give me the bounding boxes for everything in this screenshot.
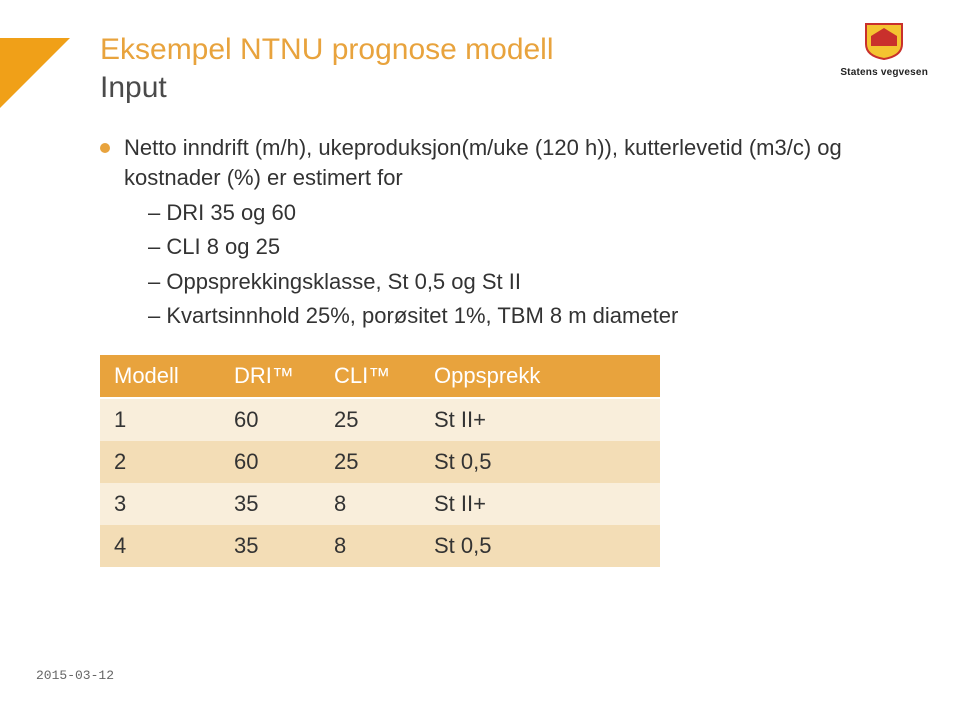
sub-item: CLI 8 og 25 <box>148 230 860 264</box>
header: Eksempel NTNU prognose modell Input <box>0 0 960 115</box>
col-header: Modell <box>100 355 220 398</box>
cell: St 0,5 <box>420 525 660 567</box>
col-header: CLI™ <box>320 355 420 398</box>
cell: 2 <box>100 441 220 483</box>
sub-item: Kvartsinnhold 25%, porøsitet 1%, TBM 8 m… <box>148 299 860 333</box>
bullet-text: Netto inndrift (m/h), ukeproduksjon(m/uk… <box>124 133 860 192</box>
cell: St II+ <box>420 483 660 525</box>
content: Netto inndrift (m/h), ukeproduksjon(m/uk… <box>0 115 960 567</box>
col-header: Oppsprekk <box>420 355 660 398</box>
sub-item: Oppsprekkingsklasse, St 0,5 og St II <box>148 265 860 299</box>
cell: 8 <box>320 483 420 525</box>
cell: 1 <box>100 398 220 441</box>
cell: 25 <box>320 441 420 483</box>
table-row: 3 35 8 St II+ <box>100 483 660 525</box>
bullet-item: Netto inndrift (m/h), ukeproduksjon(m/uk… <box>100 133 860 192</box>
cell: 60 <box>220 441 320 483</box>
col-header: DRI™ <box>220 355 320 398</box>
cell: St II+ <box>420 398 660 441</box>
table-row: 4 35 8 St 0,5 <box>100 525 660 567</box>
cell: 4 <box>100 525 220 567</box>
page-title-sub: Input <box>100 71 820 105</box>
table-row: 2 60 25 St 0,5 <box>100 441 660 483</box>
footer-date: 2015-03-12 <box>36 668 114 683</box>
page-title-main: Eksempel NTNU prognose modell <box>100 30 820 69</box>
table-wrap: Modell DRI™ CLI™ Oppsprekk 1 60 25 St II… <box>100 355 860 567</box>
bullet-dot-icon <box>100 143 110 153</box>
cell: 8 <box>320 525 420 567</box>
table-header-row: Modell DRI™ CLI™ Oppsprekk <box>100 355 660 398</box>
cell: 60 <box>220 398 320 441</box>
cell: 35 <box>220 483 320 525</box>
cell: 3 <box>100 483 220 525</box>
sub-list: DRI 35 og 60 CLI 8 og 25 Oppsprekkingskl… <box>148 196 860 332</box>
sub-item: DRI 35 og 60 <box>148 196 860 230</box>
table-row: 1 60 25 St II+ <box>100 398 660 441</box>
data-table: Modell DRI™ CLI™ Oppsprekk 1 60 25 St II… <box>100 355 660 567</box>
cell: St 0,5 <box>420 441 660 483</box>
cell: 35 <box>220 525 320 567</box>
cell: 25 <box>320 398 420 441</box>
